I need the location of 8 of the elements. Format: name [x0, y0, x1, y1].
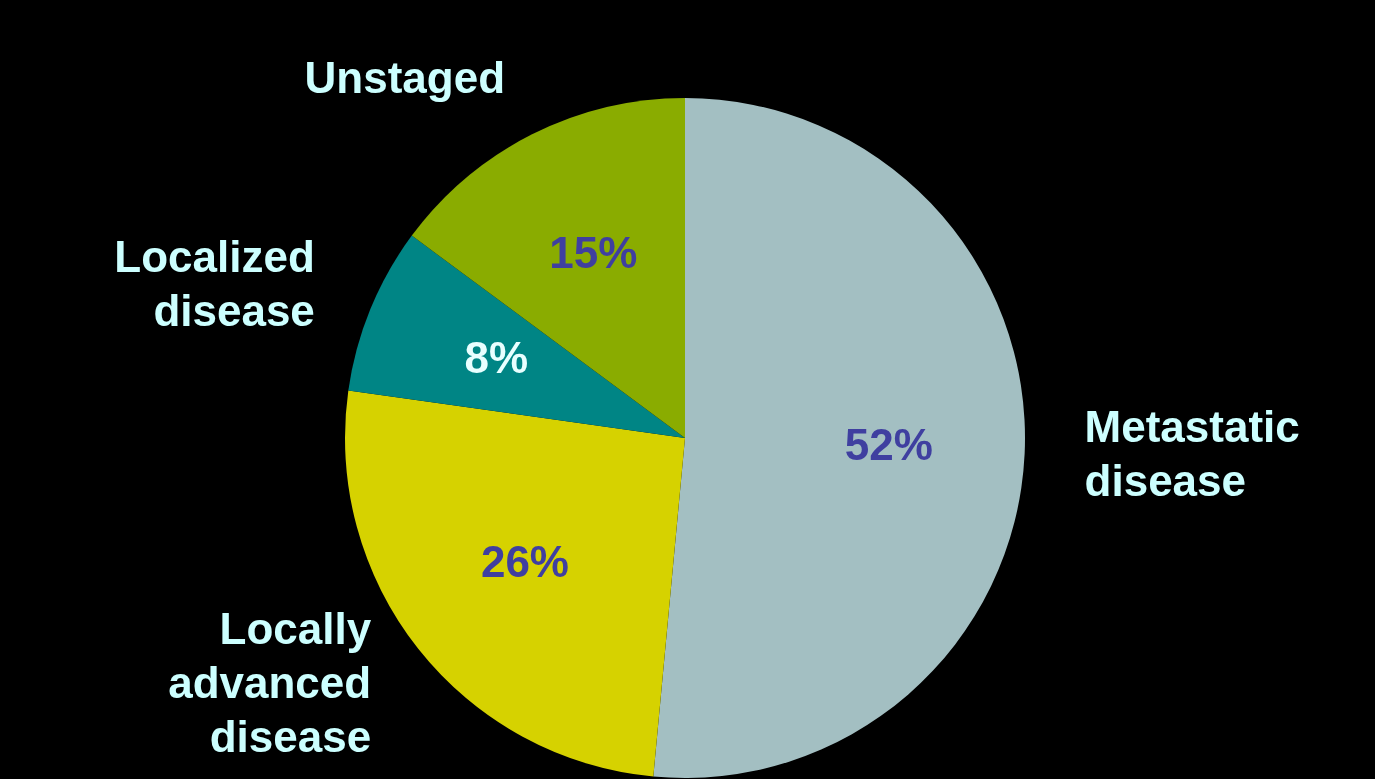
data-label: 52% [844, 419, 933, 469]
data-label: 15% [549, 227, 638, 277]
slice-label: Metastatic disease [1084, 401, 1300, 505]
slice-label: Localized disease [114, 231, 315, 335]
data-label: 26% [480, 536, 569, 586]
slice-label: Locally advanced disease [168, 604, 372, 762]
slice-label: Unstaged [304, 52, 506, 102]
data-label: 8% [464, 332, 529, 382]
